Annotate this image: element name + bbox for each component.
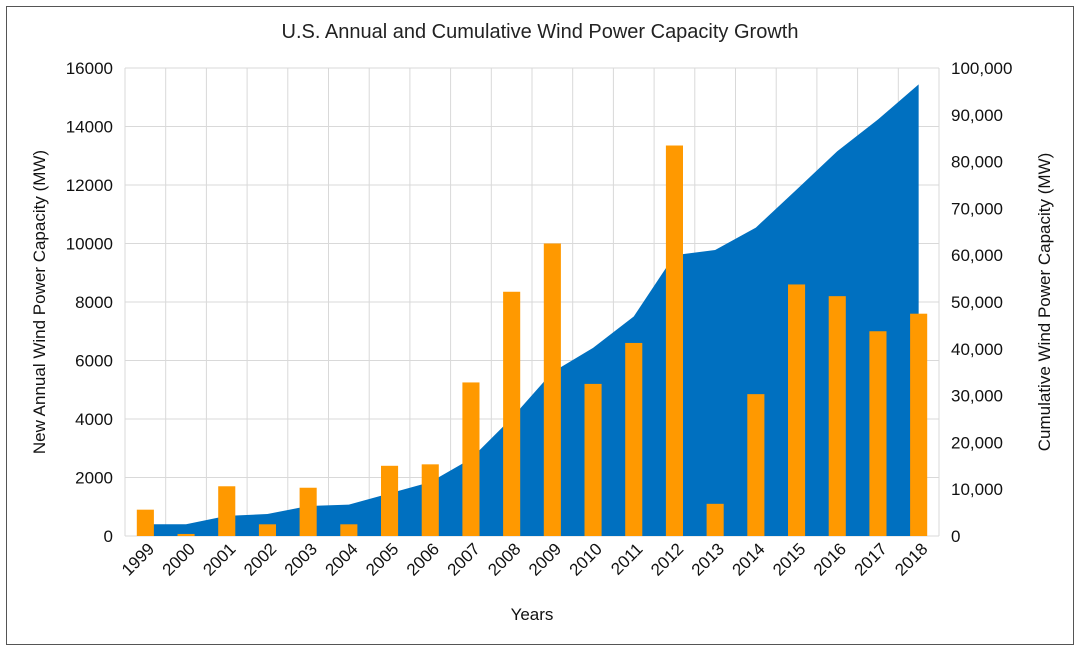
- right-tick-label: 40,000: [951, 340, 1003, 359]
- right-tick-label: 10,000: [951, 480, 1003, 499]
- x-tick-label: 2001: [199, 539, 239, 579]
- x-tick-label: 2006: [403, 539, 443, 579]
- annual-capacity-bar-2004: [340, 524, 358, 536]
- x-tick-label: 2004: [321, 539, 361, 579]
- x-tick-label: 2012: [647, 539, 687, 579]
- left-tick-label: 14000: [66, 118, 113, 137]
- left-tick-label: 0: [104, 527, 113, 546]
- right-axis-ticks: 0 10,000 20,000 30,000 40,000 50,000 60,000 70,…: [951, 59, 1012, 546]
- right-tick-label: 0: [951, 527, 960, 546]
- x-tick-label: 2014: [728, 539, 768, 579]
- right-tick-label: 70,000: [951, 199, 1003, 218]
- right-tick-label: 80,000: [951, 153, 1003, 172]
- x-axis-label: Years: [511, 605, 554, 624]
- right-tick-label: 30,000: [951, 387, 1003, 406]
- annual-capacity-bar-2014: [747, 394, 765, 536]
- annual-capacity-bar-2012: [665, 145, 683, 536]
- right-tick-label: 50,000: [951, 293, 1003, 312]
- x-tick-label: 2002: [240, 539, 280, 579]
- annual-capacity-bar-2017: [869, 331, 887, 536]
- right-tick-label: 20,000: [951, 433, 1003, 452]
- left-tick-label: 6000: [75, 352, 113, 371]
- annual-capacity-bar-2016: [828, 296, 846, 536]
- annual-capacity-bar-2013: [706, 503, 724, 536]
- x-tick-label: 2003: [281, 539, 321, 579]
- left-axis-label: New Annual Wind Power Capacity (MW): [30, 150, 49, 454]
- x-tick-label: 2010: [566, 539, 606, 579]
- left-tick-label: 16000: [66, 59, 113, 78]
- annual-capacity-bar-2006: [421, 464, 439, 536]
- annual-capacity-bar-1999: [136, 509, 154, 536]
- annual-capacity-bar-2018: [910, 313, 928, 536]
- x-axis-ticks: 1999 2000 2001 2002 2003 2004 2005 2006 2007 2008…: [118, 539, 931, 579]
- x-tick-label: 2016: [810, 539, 850, 579]
- right-tick-label: 60,000: [951, 246, 1003, 265]
- annual-capacity-bar-2005: [381, 465, 399, 536]
- right-tick-label: 100,000: [951, 59, 1012, 78]
- annual-capacity-bar-2008: [503, 291, 521, 536]
- annual-capacity-bar-2000: [177, 533, 195, 536]
- annual-bars-layer: [136, 145, 928, 536]
- left-tick-label: 12000: [66, 176, 113, 195]
- cumulative-capacity-area: [145, 84, 919, 536]
- chart-title: U.S. Annual and Cumulative Wind Power Ca…: [282, 21, 799, 43]
- annual-capacity-bar-2002: [258, 524, 276, 536]
- x-tick-label: 2000: [159, 539, 199, 579]
- left-axis-ticks: 0 2000 4000 6000 8000 10000 12000 14000 16000: [66, 59, 113, 546]
- x-tick-label: 2011: [607, 539, 646, 578]
- x-tick-label: 2008: [484, 539, 524, 579]
- right-axis-label: Cumulative Wind Power Capacity (MW): [1035, 153, 1054, 452]
- x-tick-label: 2017: [851, 539, 891, 579]
- x-tick-label: 2013: [688, 539, 728, 579]
- x-tick-label: 1999: [118, 539, 158, 579]
- annual-capacity-bar-2010: [584, 383, 602, 536]
- x-tick-label: 2007: [444, 539, 484, 579]
- left-tick-label: 2000: [75, 469, 113, 488]
- annual-capacity-bar-2003: [299, 487, 317, 536]
- annual-capacity-bar-2011: [625, 342, 643, 536]
- x-tick-label: 2018: [891, 539, 931, 579]
- annual-capacity-bar-2015: [788, 284, 806, 536]
- annual-capacity-bar-2001: [218, 486, 236, 536]
- left-tick-label: 8000: [75, 293, 113, 312]
- left-tick-label: 4000: [75, 410, 113, 429]
- x-tick-label: 2009: [525, 539, 565, 579]
- annual-capacity-bar-2009: [543, 243, 561, 536]
- x-tick-label: 2015: [769, 539, 809, 579]
- right-tick-label: 90,000: [951, 106, 1003, 125]
- cumulative-area-layer: [145, 84, 919, 536]
- annual-capacity-bar-2007: [462, 382, 480, 536]
- left-tick-label: 10000: [66, 235, 113, 254]
- x-tick-label: 2005: [362, 539, 402, 579]
